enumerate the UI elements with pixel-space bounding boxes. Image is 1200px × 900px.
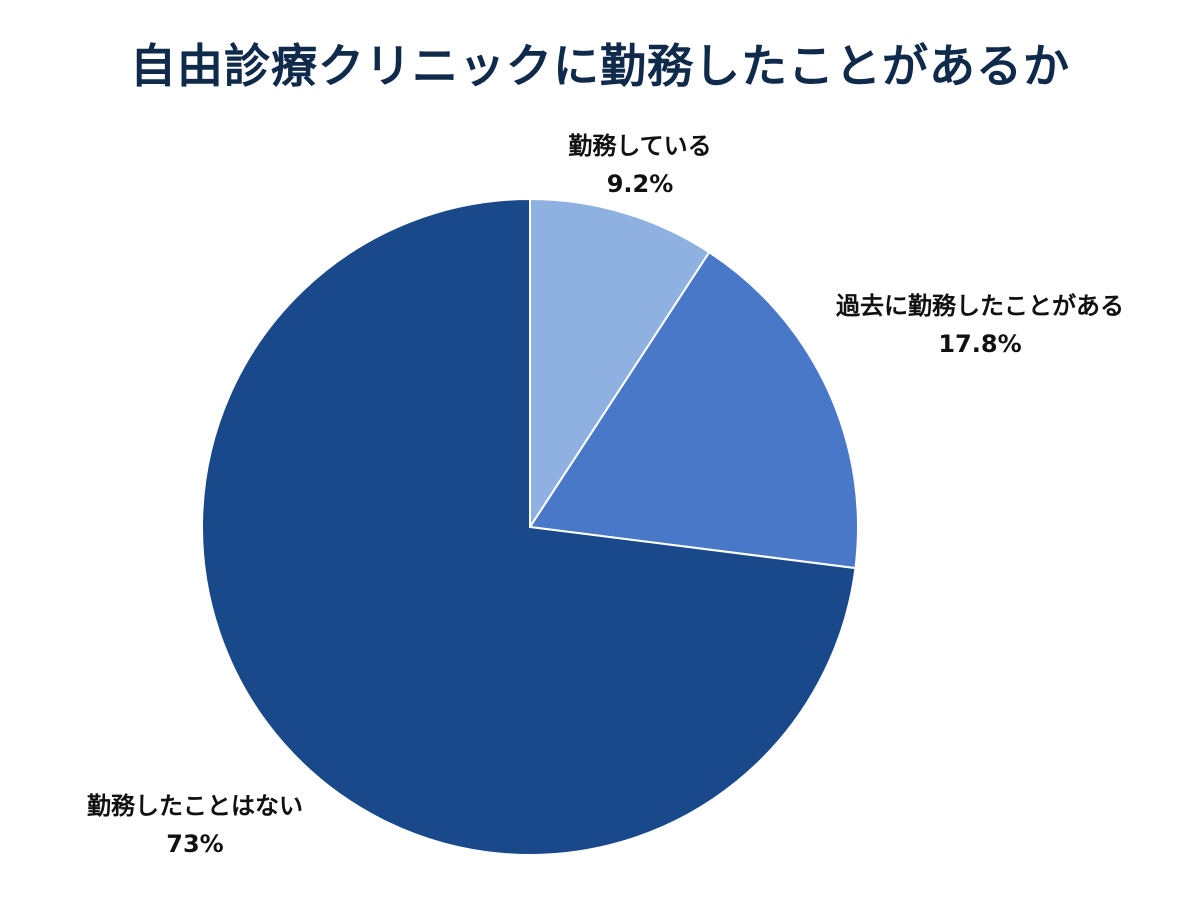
slice-label-worked-before: 過去に勤務したことがある 17.8% — [810, 287, 1150, 363]
slice-label-never-worked-value: 73% — [166, 830, 224, 858]
slice-label-working-value: 9.2% — [606, 170, 674, 198]
slice-label-never-worked-name: 勤務したことはない — [87, 792, 303, 820]
pie-slice-never-worked — [201, 197, 857, 856]
pie-slice-working — [529, 197, 711, 531]
slice-label-worked-before-name: 過去に勤務したことがある — [836, 292, 1124, 320]
slice-label-working-name: 勤務している — [568, 132, 712, 160]
slice-label-never-worked: 勤務したことはない 73% — [60, 787, 330, 863]
slice-label-worked-before-value: 17.8% — [938, 330, 1022, 358]
chart-title: 自由診療クリニックに勤務したことがあるか — [130, 39, 1070, 93]
slice-label-working: 勤務している 9.2% — [540, 127, 740, 203]
pie-slice-worked-before — [528, 250, 859, 570]
